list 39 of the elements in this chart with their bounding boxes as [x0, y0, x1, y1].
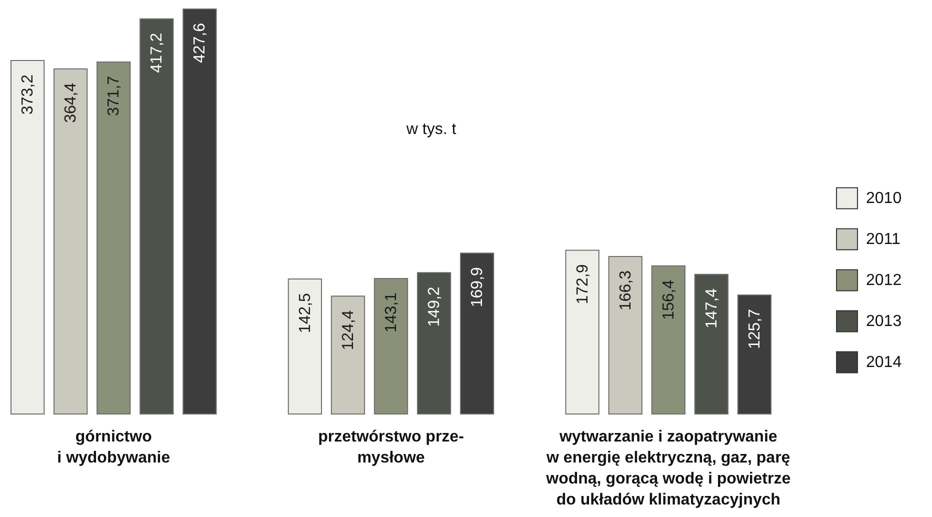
- bar: [288, 278, 322, 414]
- data-label: 169,9: [469, 266, 486, 308]
- annotation: w tys. t: [405, 120, 457, 138]
- data-label: 143,1: [383, 292, 400, 333]
- legend-label: 2013: [866, 313, 902, 330]
- data-label: 166,3: [617, 270, 634, 311]
- bar: [651, 265, 686, 414]
- data-label: 147,4: [703, 288, 720, 328]
- bar: [182, 8, 217, 414]
- bar: [608, 256, 642, 414]
- data-label: 417,2: [148, 32, 166, 73]
- data-label: 172,9: [574, 264, 592, 304]
- data-label: 373,2: [20, 74, 37, 115]
- bar: [416, 272, 452, 414]
- bar: [330, 296, 366, 414]
- bar: [374, 278, 408, 414]
- data-label: 427,6: [192, 22, 209, 64]
- data-label: 142,5: [296, 292, 314, 334]
- bar: [54, 68, 88, 414]
- legend-label: 2011: [866, 231, 901, 248]
- x-tick-label: przetwórstwo prze- mysłowe: [318, 428, 464, 466]
- bar: [140, 18, 174, 414]
- data-label: 364,4: [62, 82, 80, 123]
- bar: [737, 294, 772, 414]
- x-tick-label: górnictwo i wydobywanie: [57, 428, 170, 466]
- bar: [460, 252, 494, 414]
- bar: [565, 250, 600, 414]
- bar: [10, 60, 45, 414]
- x-tick-label: wytwarzanie i zaopatrywanie w energię elektryczną, gaz, parę wodną, gorącą wodę i powietrze do układów klimatyzacyjnych: [545, 428, 791, 508]
- legend-label: 2014: [866, 354, 902, 372]
- data-label: 149,2: [426, 286, 444, 327]
- legend-label: 2010: [866, 190, 902, 208]
- data-label: 124,4: [340, 310, 357, 350]
- data-label: 156,4: [660, 280, 678, 320]
- data-label: 125,7: [746, 308, 764, 349]
- data-label: 371,7: [106, 76, 123, 116]
- legend-label: 2012: [866, 272, 902, 290]
- bar: [694, 274, 728, 414]
- bar: [96, 61, 131, 414]
